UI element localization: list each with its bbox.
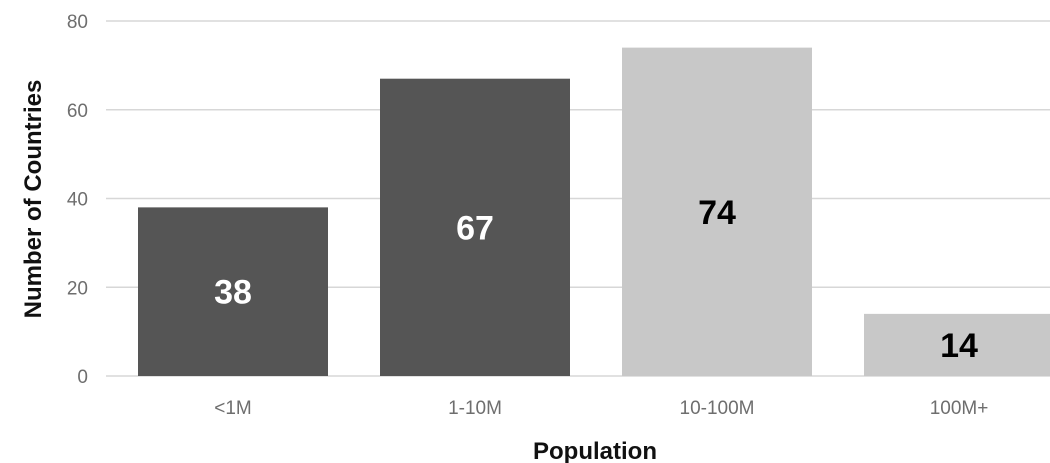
y-tick-label: 60: [67, 101, 88, 122]
bar-3: [864, 313, 1050, 376]
bars: [138, 47, 1050, 376]
y-axis-title: Number of Countries: [20, 80, 47, 319]
bar-data-label: 67: [456, 209, 494, 247]
x-tick-label: 10-100M: [680, 398, 755, 419]
x-axis-title: Population: [533, 438, 657, 463]
x-tick-label: <1M: [214, 398, 252, 419]
bar-2: [622, 47, 812, 376]
y-tick-label: 80: [67, 12, 88, 33]
x-axis-ticks: <1M 1-10M 10-100M 100M+: [214, 398, 988, 419]
bar-0: [138, 207, 328, 376]
bar-data-label: 14: [940, 327, 978, 365]
y-tick-label: 0: [77, 367, 88, 388]
y-tick-label: 20: [67, 278, 88, 299]
bar-data-labels: 38 67 74 14: [214, 194, 978, 365]
x-tick-label: 1-10M: [448, 398, 502, 419]
bar-1: [380, 78, 570, 376]
bar-data-label: 74: [698, 194, 736, 232]
bar-data-label: 38: [214, 274, 252, 312]
y-axis-ticks: 0 20 40 60 80: [67, 12, 88, 388]
x-tick-label: 100M+: [930, 398, 989, 419]
y-tick-label: 40: [67, 190, 88, 211]
